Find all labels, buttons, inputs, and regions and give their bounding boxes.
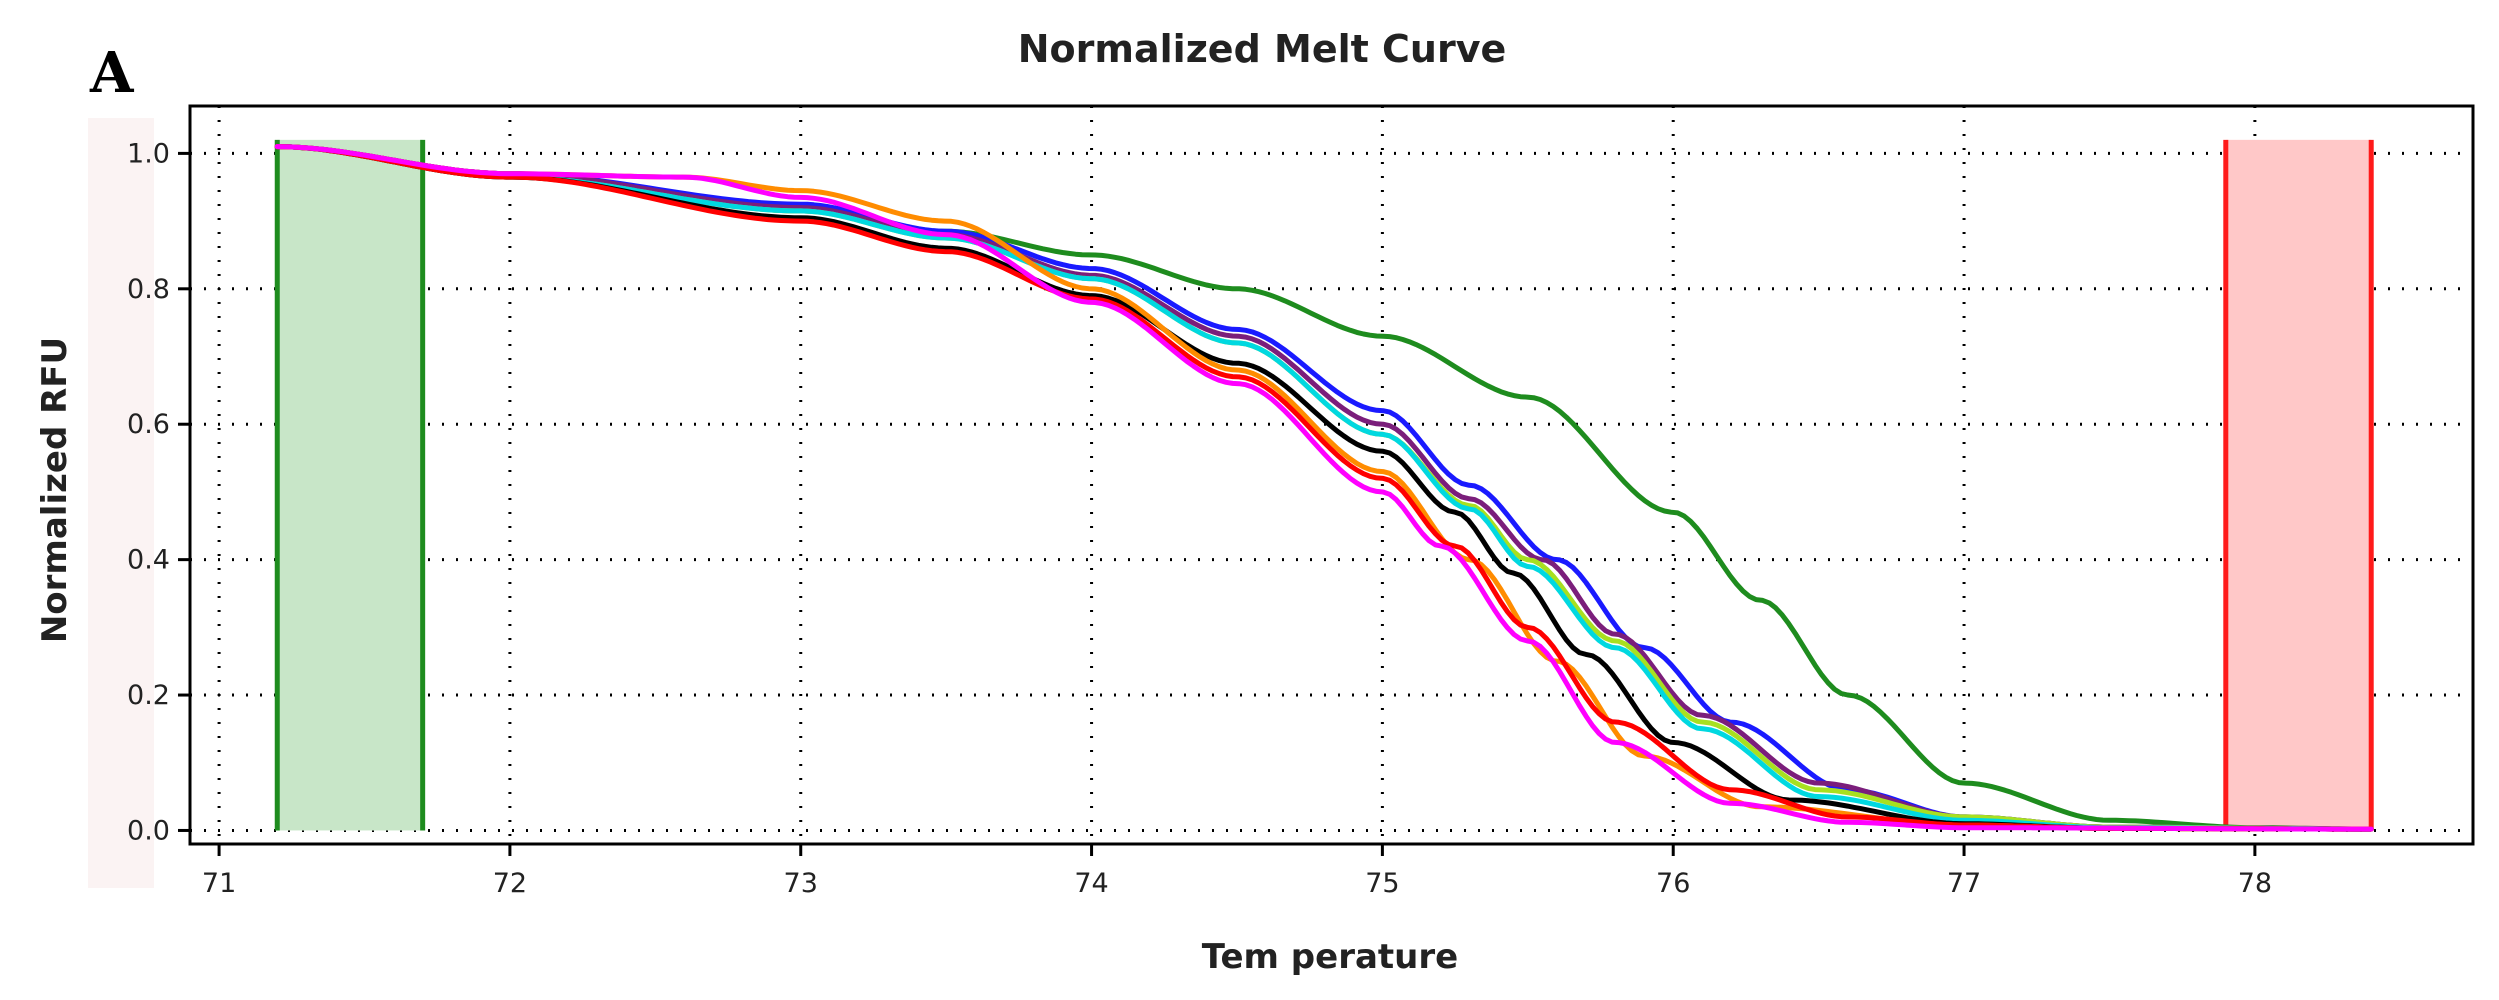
melt-regions — [274, 139, 2374, 831]
y-axis-ticks: 0.0 0.2 0.4 0.6 0.8 1.0 — [127, 138, 190, 846]
x-tick-label: 71 — [202, 868, 236, 899]
x-axis-ticks: 71 72 73 74 75 76 77 78 — [202, 844, 2272, 899]
y-tick-label: 0.2 — [127, 680, 170, 711]
x-tick-label: 78 — [2238, 868, 2272, 899]
y-axis-label: Normalized RFU — [35, 337, 75, 643]
series-line-purple[interactable] — [274, 144, 2374, 832]
series-line-red[interactable] — [274, 144, 2374, 832]
panel-label: A — [89, 40, 135, 106]
y-tick-label: 0.4 — [127, 545, 170, 576]
x-tick-label: 76 — [1656, 868, 1690, 899]
region-pre-melt — [277, 139, 423, 831]
series-lines — [274, 144, 2374, 832]
series-line-yellow-green[interactable] — [274, 144, 2374, 832]
series-line-cyan[interactable] — [274, 144, 2374, 832]
y-tick-label: 0.8 — [127, 274, 170, 305]
series-line-green[interactable] — [274, 144, 2374, 832]
x-tick-label: 74 — [1074, 868, 1108, 899]
x-tick-label: 73 — [784, 868, 818, 899]
chart-title: Normalized Melt Curve — [1018, 27, 1507, 71]
y-tick-label: 0.0 — [127, 815, 170, 846]
x-tick-label: 75 — [1365, 868, 1399, 899]
y-tick-label: 0.6 — [127, 409, 170, 440]
series-line-black[interactable] — [274, 144, 2374, 832]
series-line-blue[interactable] — [274, 144, 2374, 832]
region-post-melt — [2225, 139, 2372, 831]
y-axis-backdrop — [88, 118, 154, 888]
grid-lines — [190, 106, 2473, 844]
plot-frame — [188, 104, 2475, 846]
series-line-orange[interactable] — [274, 144, 2374, 832]
x-tick-label: 77 — [1947, 868, 1981, 899]
series-line-magenta[interactable] — [274, 144, 2374, 832]
y-tick-label: 1.0 — [127, 138, 170, 169]
x-axis-label: Tem perature — [1202, 937, 1458, 977]
x-tick-label: 72 — [493, 868, 527, 899]
